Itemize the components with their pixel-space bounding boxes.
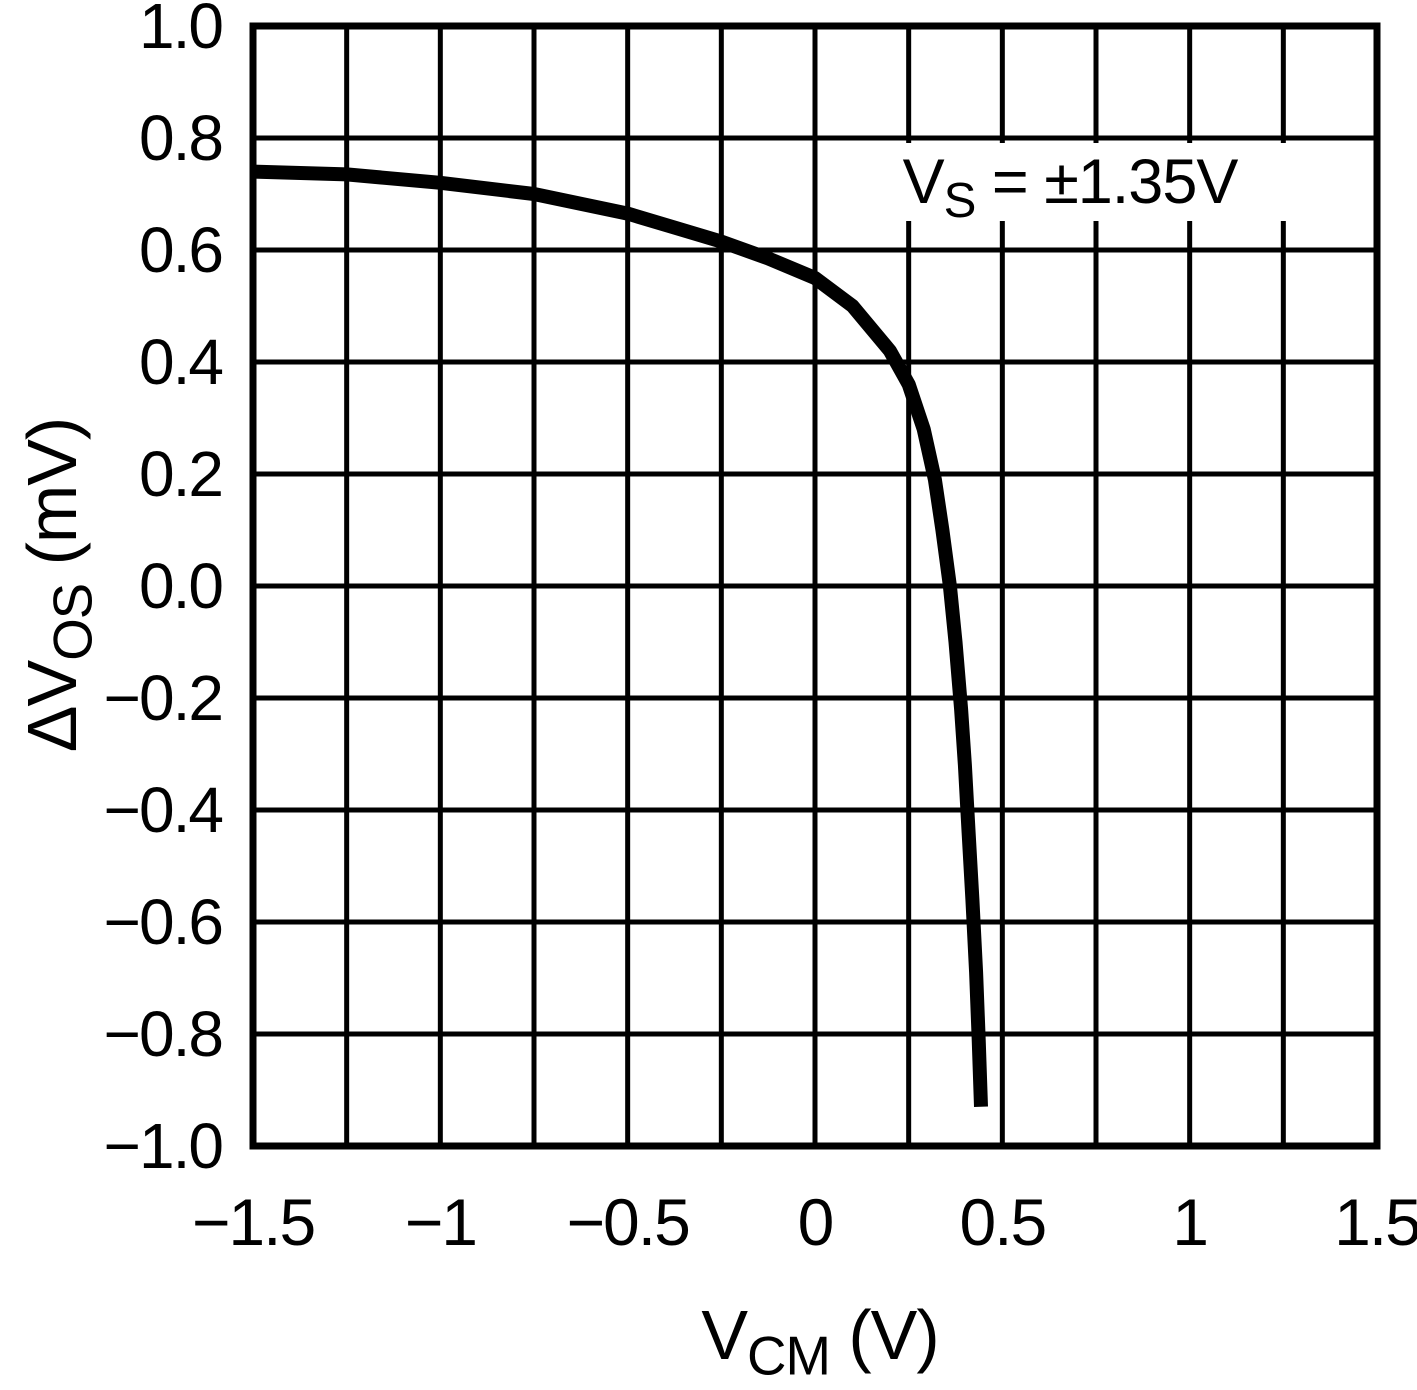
y-tick-label: 0.4 xyxy=(139,326,224,398)
data-curve xyxy=(252,164,988,1108)
y-tick-label: −0.4 xyxy=(103,774,224,846)
y-tick-label: 0.8 xyxy=(139,102,224,174)
y-tick-label: 1.0 xyxy=(139,0,224,62)
x-axis-title-subscript: CM xyxy=(747,1325,831,1387)
x-tick-label: 1 xyxy=(1172,1185,1209,1259)
plot-border xyxy=(249,22,1381,1150)
x-axis-title: VCM (V) xyxy=(701,1295,939,1383)
y-tick-label: −1.0 xyxy=(103,1110,224,1182)
annotation-value: = ±1.35V xyxy=(975,147,1239,217)
x-tick-label: 0.5 xyxy=(959,1185,1047,1259)
x-tick-label: −0.5 xyxy=(566,1185,691,1259)
y-tick-label: 0.6 xyxy=(139,214,224,286)
x-tick-label: 1.5 xyxy=(1334,1185,1417,1259)
y-tick-label: 0.0 xyxy=(139,550,224,622)
y-tick-label: −0.6 xyxy=(103,886,224,958)
supply-voltage-annotation: VS = ±1.35V xyxy=(853,143,1287,225)
x-axis-title-symbol: V xyxy=(701,1296,748,1374)
y-tick-label: −0.8 xyxy=(103,998,224,1070)
x-tick-label: 0 xyxy=(797,1185,835,1259)
x-tick-label: −1 xyxy=(404,1185,478,1259)
x-tick-label: −1.5 xyxy=(191,1185,316,1259)
x-axis-title-unit: (V) xyxy=(829,1296,939,1374)
y-tick-label: −0.2 xyxy=(103,662,224,734)
annotation-subscript: S xyxy=(943,173,977,228)
annotation-symbol: V xyxy=(902,147,945,217)
y-tick-label: 0.2 xyxy=(139,438,224,510)
